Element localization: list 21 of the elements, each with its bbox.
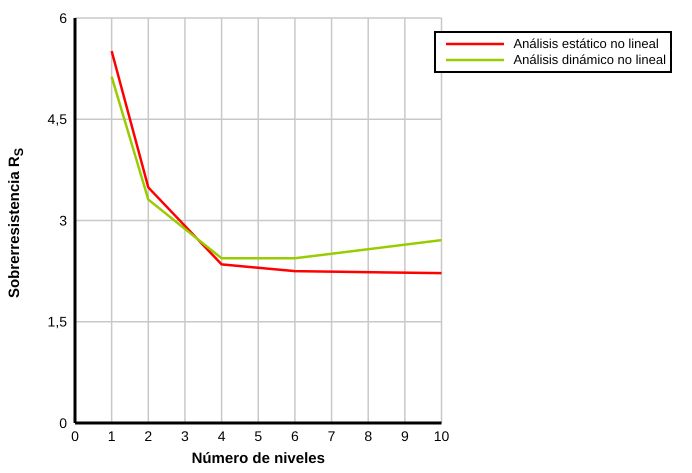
x-tick-label: 2 [144,428,152,444]
x-tick-label: 8 [364,428,372,444]
x-tick-label: 0 [71,428,80,444]
legend-label: Análisis estático no lineal [514,36,659,52]
x-tick-label: 9 [400,428,409,444]
legend-label: Análisis dinámico no lineal [514,52,666,68]
x-tick-label: 6 [291,428,300,444]
x-tick-label: 7 [328,428,336,444]
y-tick-label: 1,5 [48,314,68,330]
line-series [110,50,442,274]
x-tick-label: 1 [108,428,116,444]
y-tick-label: 4,5 [48,111,68,128]
x-tick-label: 4 [218,428,226,444]
y-tick-label: 0 [59,414,68,431]
x-axis-title: Número de niveles [192,450,325,467]
line-series [110,75,442,260]
y-tick-label: 6 [59,10,68,26]
y-tick-label: 3 [59,212,68,228]
x-tick-label: 3 [181,428,190,444]
x-tick-label: 10 [434,428,450,444]
x-tick-label: 5 [254,428,262,444]
